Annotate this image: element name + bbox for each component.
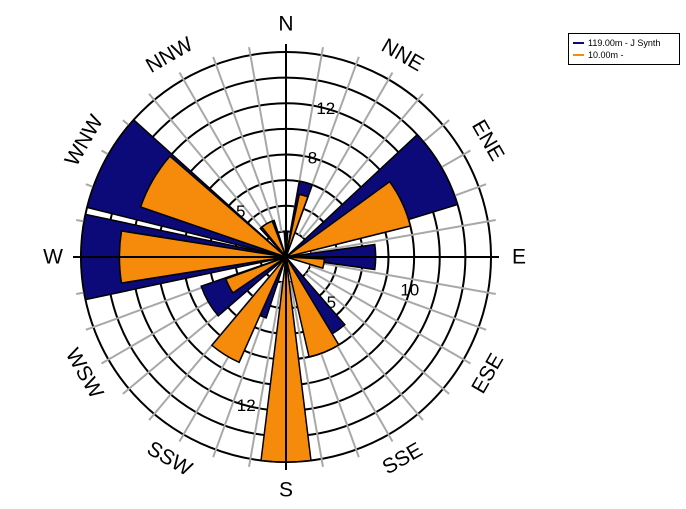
grid-spoke bbox=[311, 260, 496, 295]
ring-labels: 5 8 12 5 10 12 bbox=[236, 99, 419, 415]
grid-spoke bbox=[297, 72, 394, 236]
direction-label: SSE bbox=[379, 438, 427, 479]
grid-spoke bbox=[311, 219, 496, 254]
direction-label: W bbox=[43, 246, 63, 269]
legend-swatch bbox=[573, 42, 584, 44]
direction-label: ENE bbox=[467, 116, 509, 165]
ring-label: 12 bbox=[237, 396, 256, 415]
direction-label: E bbox=[512, 246, 526, 269]
sector-series2 bbox=[260, 220, 287, 258]
direction-label: WSW bbox=[61, 345, 108, 403]
direction-label: NNW bbox=[142, 33, 197, 78]
grid-spoke bbox=[212, 56, 279, 234]
legend-label: 10.00m - bbox=[588, 50, 624, 60]
legend: 119.00m - J Synth 10.00m - bbox=[568, 33, 680, 65]
direction-label: NNE bbox=[378, 34, 428, 76]
sector-series2 bbox=[285, 256, 326, 270]
grid-spoke bbox=[309, 264, 487, 331]
legend-label: 119.00m - J Synth bbox=[588, 38, 661, 48]
axis-lines bbox=[73, 44, 499, 470]
legend-entry: 119.00m - J Synth bbox=[573, 37, 675, 49]
sector-series2 bbox=[285, 180, 412, 258]
direction-label: WNW bbox=[61, 111, 108, 170]
ring-label: 8 bbox=[308, 149, 317, 168]
ring-label: 5 bbox=[327, 293, 336, 312]
sector-series2 bbox=[285, 193, 309, 258]
grid-spoke bbox=[301, 93, 424, 239]
grid-spoke bbox=[304, 272, 450, 395]
legend-entry: 10.00m - bbox=[573, 49, 675, 61]
sector-series2 bbox=[224, 256, 287, 294]
legend-swatch bbox=[573, 54, 584, 56]
sector-series2 bbox=[139, 155, 287, 258]
ring-label: 10 bbox=[400, 281, 419, 300]
grid-spoke bbox=[178, 72, 275, 236]
grid-spoke bbox=[307, 268, 471, 365]
grid-spoke bbox=[148, 93, 271, 239]
direction-label: N bbox=[278, 13, 293, 36]
grid-spoke bbox=[248, 282, 283, 467]
direction-label: SSW bbox=[143, 437, 196, 481]
sector-series2 bbox=[285, 256, 340, 358]
grid-spoke bbox=[289, 282, 324, 467]
sector-series2 bbox=[210, 256, 287, 364]
direction-label: S bbox=[279, 479, 293, 502]
ring-label: 12 bbox=[316, 99, 335, 118]
grid-spoke bbox=[248, 47, 283, 232]
ring-label: 5 bbox=[236, 202, 245, 221]
direction-label: ESE bbox=[467, 350, 508, 398]
